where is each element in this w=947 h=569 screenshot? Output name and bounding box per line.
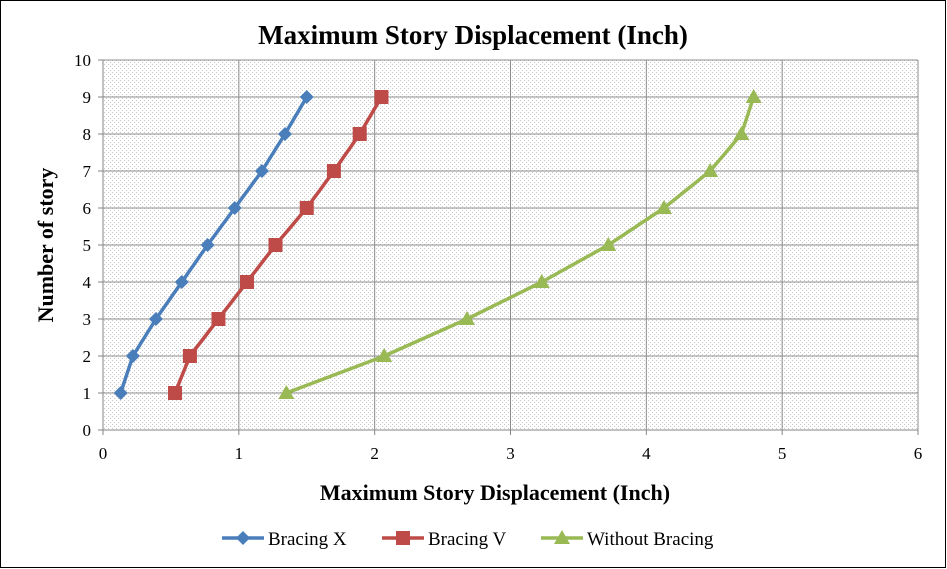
legend-label: Bracing X xyxy=(268,529,347,550)
x-tick-label: 4 xyxy=(642,444,651,463)
y-tick-label: 9 xyxy=(83,88,92,107)
legend-label: Without Bracing xyxy=(587,529,714,550)
y-tick-label: 3 xyxy=(83,310,92,329)
data-point xyxy=(299,201,314,215)
legend-item: Bracing V xyxy=(382,529,507,550)
x-tick-label: 5 xyxy=(778,444,787,463)
y-tick-label: 7 xyxy=(83,162,92,181)
data-point xyxy=(254,164,269,178)
x-axis-title: Maximum Story Displacement (Inch) xyxy=(320,480,670,505)
legend: Bracing X Bracing V Without Bracing xyxy=(222,529,714,550)
data-point xyxy=(278,127,293,141)
y-tick-label: 8 xyxy=(83,125,92,144)
data-point xyxy=(733,126,750,140)
y-tick-label: 4 xyxy=(83,273,92,292)
y-tick-label: 2 xyxy=(83,347,92,366)
data-point xyxy=(376,348,393,362)
y-tick-label: 6 xyxy=(83,199,92,218)
data-point xyxy=(326,164,341,178)
y-axis-title: Number of story xyxy=(33,168,58,323)
series-bracing-x xyxy=(113,90,314,400)
x-tick-labels: 0 1 2 3 4 5 6 xyxy=(99,444,923,463)
y-tick-label: 5 xyxy=(83,236,92,255)
data-point xyxy=(702,163,719,177)
series-layer xyxy=(113,89,762,400)
series-bracing-v xyxy=(167,90,389,400)
y-tick-label: 0 xyxy=(83,421,92,440)
data-point xyxy=(655,200,672,214)
data-point xyxy=(200,238,215,252)
data-point xyxy=(148,312,163,326)
data-point xyxy=(374,90,389,104)
x-tick-label: 0 xyxy=(99,444,108,463)
legend-item: Without Bracing xyxy=(541,529,714,550)
data-point xyxy=(174,275,189,289)
y-tick-label: 1 xyxy=(83,384,92,403)
series-without-bracing xyxy=(278,89,762,399)
x-tick-label: 3 xyxy=(506,444,515,463)
x-tick-label: 2 xyxy=(370,444,379,463)
y-tick-labels: 0 1 2 3 4 5 6 7 8 9 10 xyxy=(74,51,92,440)
data-point xyxy=(278,385,295,399)
data-point xyxy=(182,349,197,363)
data-point xyxy=(533,274,550,288)
data-point xyxy=(239,275,254,289)
data-point xyxy=(227,201,242,215)
chart-title: Maximum Story Displacement (Inch) xyxy=(258,20,688,50)
legend-marker xyxy=(396,531,410,545)
legend-item: Bracing X xyxy=(222,529,347,550)
data-point xyxy=(352,127,367,141)
data-point xyxy=(600,237,617,251)
data-point xyxy=(167,386,182,400)
data-point xyxy=(459,311,476,325)
data-point xyxy=(211,312,226,326)
axes xyxy=(98,59,919,435)
x-tick-label: 6 xyxy=(914,444,923,463)
legend-label: Bracing V xyxy=(428,529,507,550)
legend-marker xyxy=(554,530,570,544)
data-point xyxy=(113,386,128,400)
data-point xyxy=(299,90,314,104)
data-point xyxy=(268,238,283,252)
data-point xyxy=(745,89,762,103)
legend-marker xyxy=(236,531,250,545)
data-point xyxy=(125,349,140,363)
y-tick-label: 10 xyxy=(74,51,91,70)
x-tick-label: 1 xyxy=(235,444,244,463)
